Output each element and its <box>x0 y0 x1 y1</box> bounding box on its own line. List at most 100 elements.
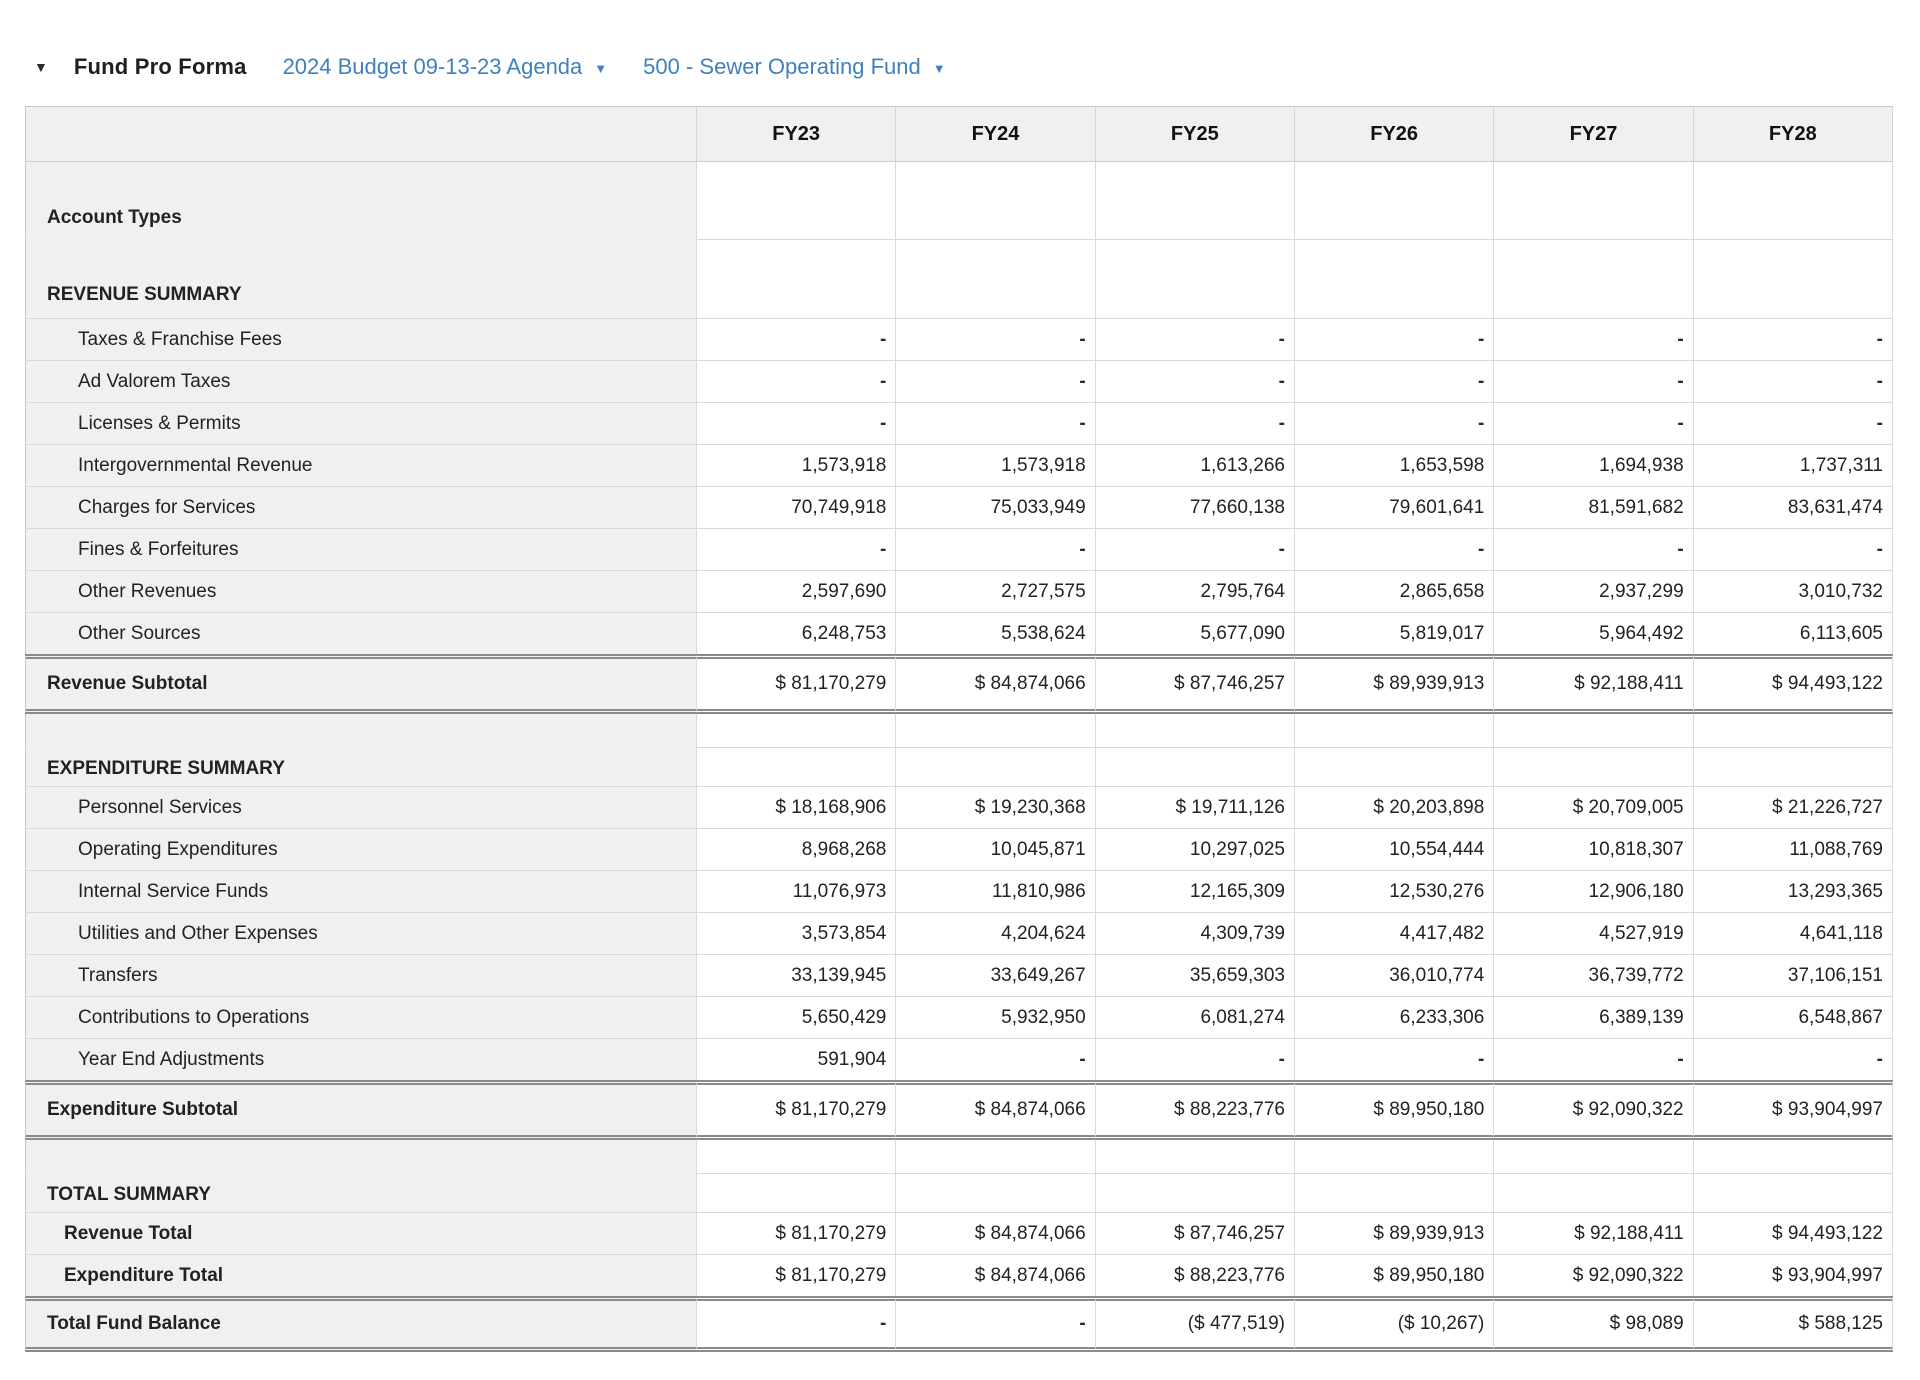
cell-value: 5,677,090 <box>1095 613 1295 654</box>
cell-value: 10,297,025 <box>1095 829 1295 871</box>
cell-value: 35,659,303 <box>1095 955 1295 997</box>
cell-value <box>697 1174 897 1213</box>
cell-value: $ 21,226,727 <box>1693 787 1893 829</box>
cell-value: 4,527,919 <box>1494 913 1694 955</box>
row-label: Fines & Forfeitures <box>25 529 697 571</box>
cell-value: $ 20,203,898 <box>1294 787 1495 829</box>
column-header-row: FY23 FY24 FY25 FY26 FY27 FY28 <box>25 106 1893 162</box>
table-row: Charges for Services 70,749,918 75,033,949… <box>25 487 1893 529</box>
cell-value: 2,795,764 <box>1095 571 1295 613</box>
cell-value: 1,613,266 <box>1095 445 1295 487</box>
cell-value: $ 92,188,411 <box>1494 1213 1694 1255</box>
cell-value: 3,573,854 <box>697 913 897 955</box>
row-label: Transfers <box>25 955 697 997</box>
collapse-caret-icon[interactable]: ▼ <box>34 59 48 75</box>
cell-value: $ 18,168,906 <box>697 787 897 829</box>
pro-forma-table: FY23 FY24 FY25 FY26 FY27 FY28 Account Types RE… <box>25 106 1893 1352</box>
cell-value: - <box>896 319 1096 361</box>
cell-value: $ 81,170,279 <box>697 1080 897 1140</box>
cell-value: 70,749,918 <box>697 487 897 529</box>
cell-value: 5,538,624 <box>896 613 1096 654</box>
table-row: Personnel Services $ 18,168,906 $ 19,230,3… <box>25 787 1893 829</box>
cell-value <box>1095 162 1295 240</box>
cell-value: 5,650,429 <box>697 997 897 1039</box>
cell-value: - <box>1494 319 1694 361</box>
cell-value: 1,737,311 <box>1693 445 1893 487</box>
cell-value: $ 81,170,279 <box>697 654 897 714</box>
cell-value: - <box>1693 403 1893 445</box>
cell-value: $ 89,950,180 <box>1294 1255 1495 1296</box>
cell-value <box>697 1140 897 1174</box>
cell-value: 33,139,945 <box>697 955 897 997</box>
cell-value: 10,818,307 <box>1494 829 1694 871</box>
cell-value: 4,204,624 <box>896 913 1096 955</box>
cell-value <box>1294 714 1495 748</box>
table-row: Transfers 33,139,945 33,649,267 35,659,303 3… <box>25 955 1893 997</box>
column-header-fy23: FY23 <box>697 106 897 162</box>
table-row: Total Fund Balance - - ($ 477,519) ($ 10,267… <box>25 1296 1893 1352</box>
cell-value: $ 93,904,997 <box>1693 1255 1893 1296</box>
cell-value: - <box>1294 319 1495 361</box>
cell-value: 13,293,365 <box>1693 871 1893 913</box>
cell-value: - <box>896 529 1096 571</box>
table-row <box>25 714 1893 748</box>
table-row: Taxes & Franchise Fees - - - - - - <box>25 319 1893 361</box>
budget-dropdown[interactable]: 2024 Budget 09-13-23 Agenda ▼ <box>283 54 608 80</box>
budget-dropdown-label: 2024 Budget 09-13-23 Agenda <box>282 54 583 79</box>
cell-value <box>1294 1174 1495 1213</box>
cell-value: 6,233,306 <box>1294 997 1495 1039</box>
column-header-fy28: FY28 <box>1693 106 1893 162</box>
cell-value: $ 92,090,322 <box>1494 1255 1694 1296</box>
caret-down-icon: ▼ <box>594 61 608 76</box>
cell-value: $ 81,170,279 <box>697 1213 897 1255</box>
table-row: Expenditure Subtotal $ 81,170,279 $ 84,874… <box>25 1080 1893 1140</box>
cell-value: - <box>697 403 897 445</box>
cell-value: $ 87,746,257 <box>1095 1213 1295 1255</box>
cell-value: 12,906,180 <box>1494 871 1694 913</box>
cell-value: 8,968,268 <box>697 829 897 871</box>
cell-value: - <box>1693 319 1893 361</box>
row-label: TOTAL SUMMARY <box>25 1174 697 1213</box>
cell-value: - <box>1294 403 1495 445</box>
cell-value: - <box>1494 361 1694 403</box>
cell-value: - <box>1095 403 1295 445</box>
row-label: Revenue Total <box>25 1213 697 1255</box>
cell-value <box>1294 162 1495 240</box>
cell-value: - <box>1693 529 1893 571</box>
cell-value: 79,601,641 <box>1294 487 1495 529</box>
table-row: TOTAL SUMMARY <box>25 1174 1893 1213</box>
column-header-fy26: FY26 <box>1294 106 1495 162</box>
table-row: Account Types <box>25 162 1893 240</box>
row-label: Operating Expenditures <box>25 829 697 871</box>
cell-value <box>1095 1140 1295 1174</box>
table-body: Account Types REVENUE SUMMARY Taxes & Fran… <box>25 162 1893 1352</box>
cell-value: 75,033,949 <box>896 487 1096 529</box>
cell-value <box>1693 162 1893 240</box>
cell-value: 2,937,299 <box>1494 571 1694 613</box>
table-row: Licenses & Permits - - - - - - <box>25 403 1893 445</box>
cell-value: $ 92,090,322 <box>1494 1080 1694 1140</box>
cell-value <box>1095 748 1295 787</box>
cell-value: $ 84,874,066 <box>896 1255 1096 1296</box>
table-row: Revenue Total $ 81,170,279 $ 84,874,066 $ 8… <box>25 1213 1893 1255</box>
row-label: Other Sources <box>25 613 697 654</box>
cell-value: 81,591,682 <box>1494 487 1694 529</box>
row-label: Ad Valorem Taxes <box>25 361 697 403</box>
fund-dropdown[interactable]: 500 - Sewer Operating Fund ▼ <box>643 54 945 80</box>
cell-value: - <box>896 361 1096 403</box>
table-row: Intergovernmental Revenue 1,573,918 1,573,… <box>25 445 1893 487</box>
cell-value: $ 89,950,180 <box>1294 1080 1495 1140</box>
cell-value <box>1294 748 1495 787</box>
row-label: EXPENDITURE SUMMARY <box>25 748 697 787</box>
cell-value <box>1693 240 1893 319</box>
cell-value <box>697 162 897 240</box>
cell-value: - <box>1494 529 1694 571</box>
cell-value: 11,076,973 <box>697 871 897 913</box>
cell-value: $ 93,904,997 <box>1693 1080 1893 1140</box>
cell-value: 12,530,276 <box>1294 871 1495 913</box>
row-label <box>25 714 697 748</box>
fund-dropdown-label: 500 - Sewer Operating Fund <box>643 54 921 79</box>
cell-value: $ 89,939,913 <box>1294 1213 1495 1255</box>
cell-value: $ 94,493,122 <box>1693 1213 1893 1255</box>
row-label <box>25 1140 697 1174</box>
